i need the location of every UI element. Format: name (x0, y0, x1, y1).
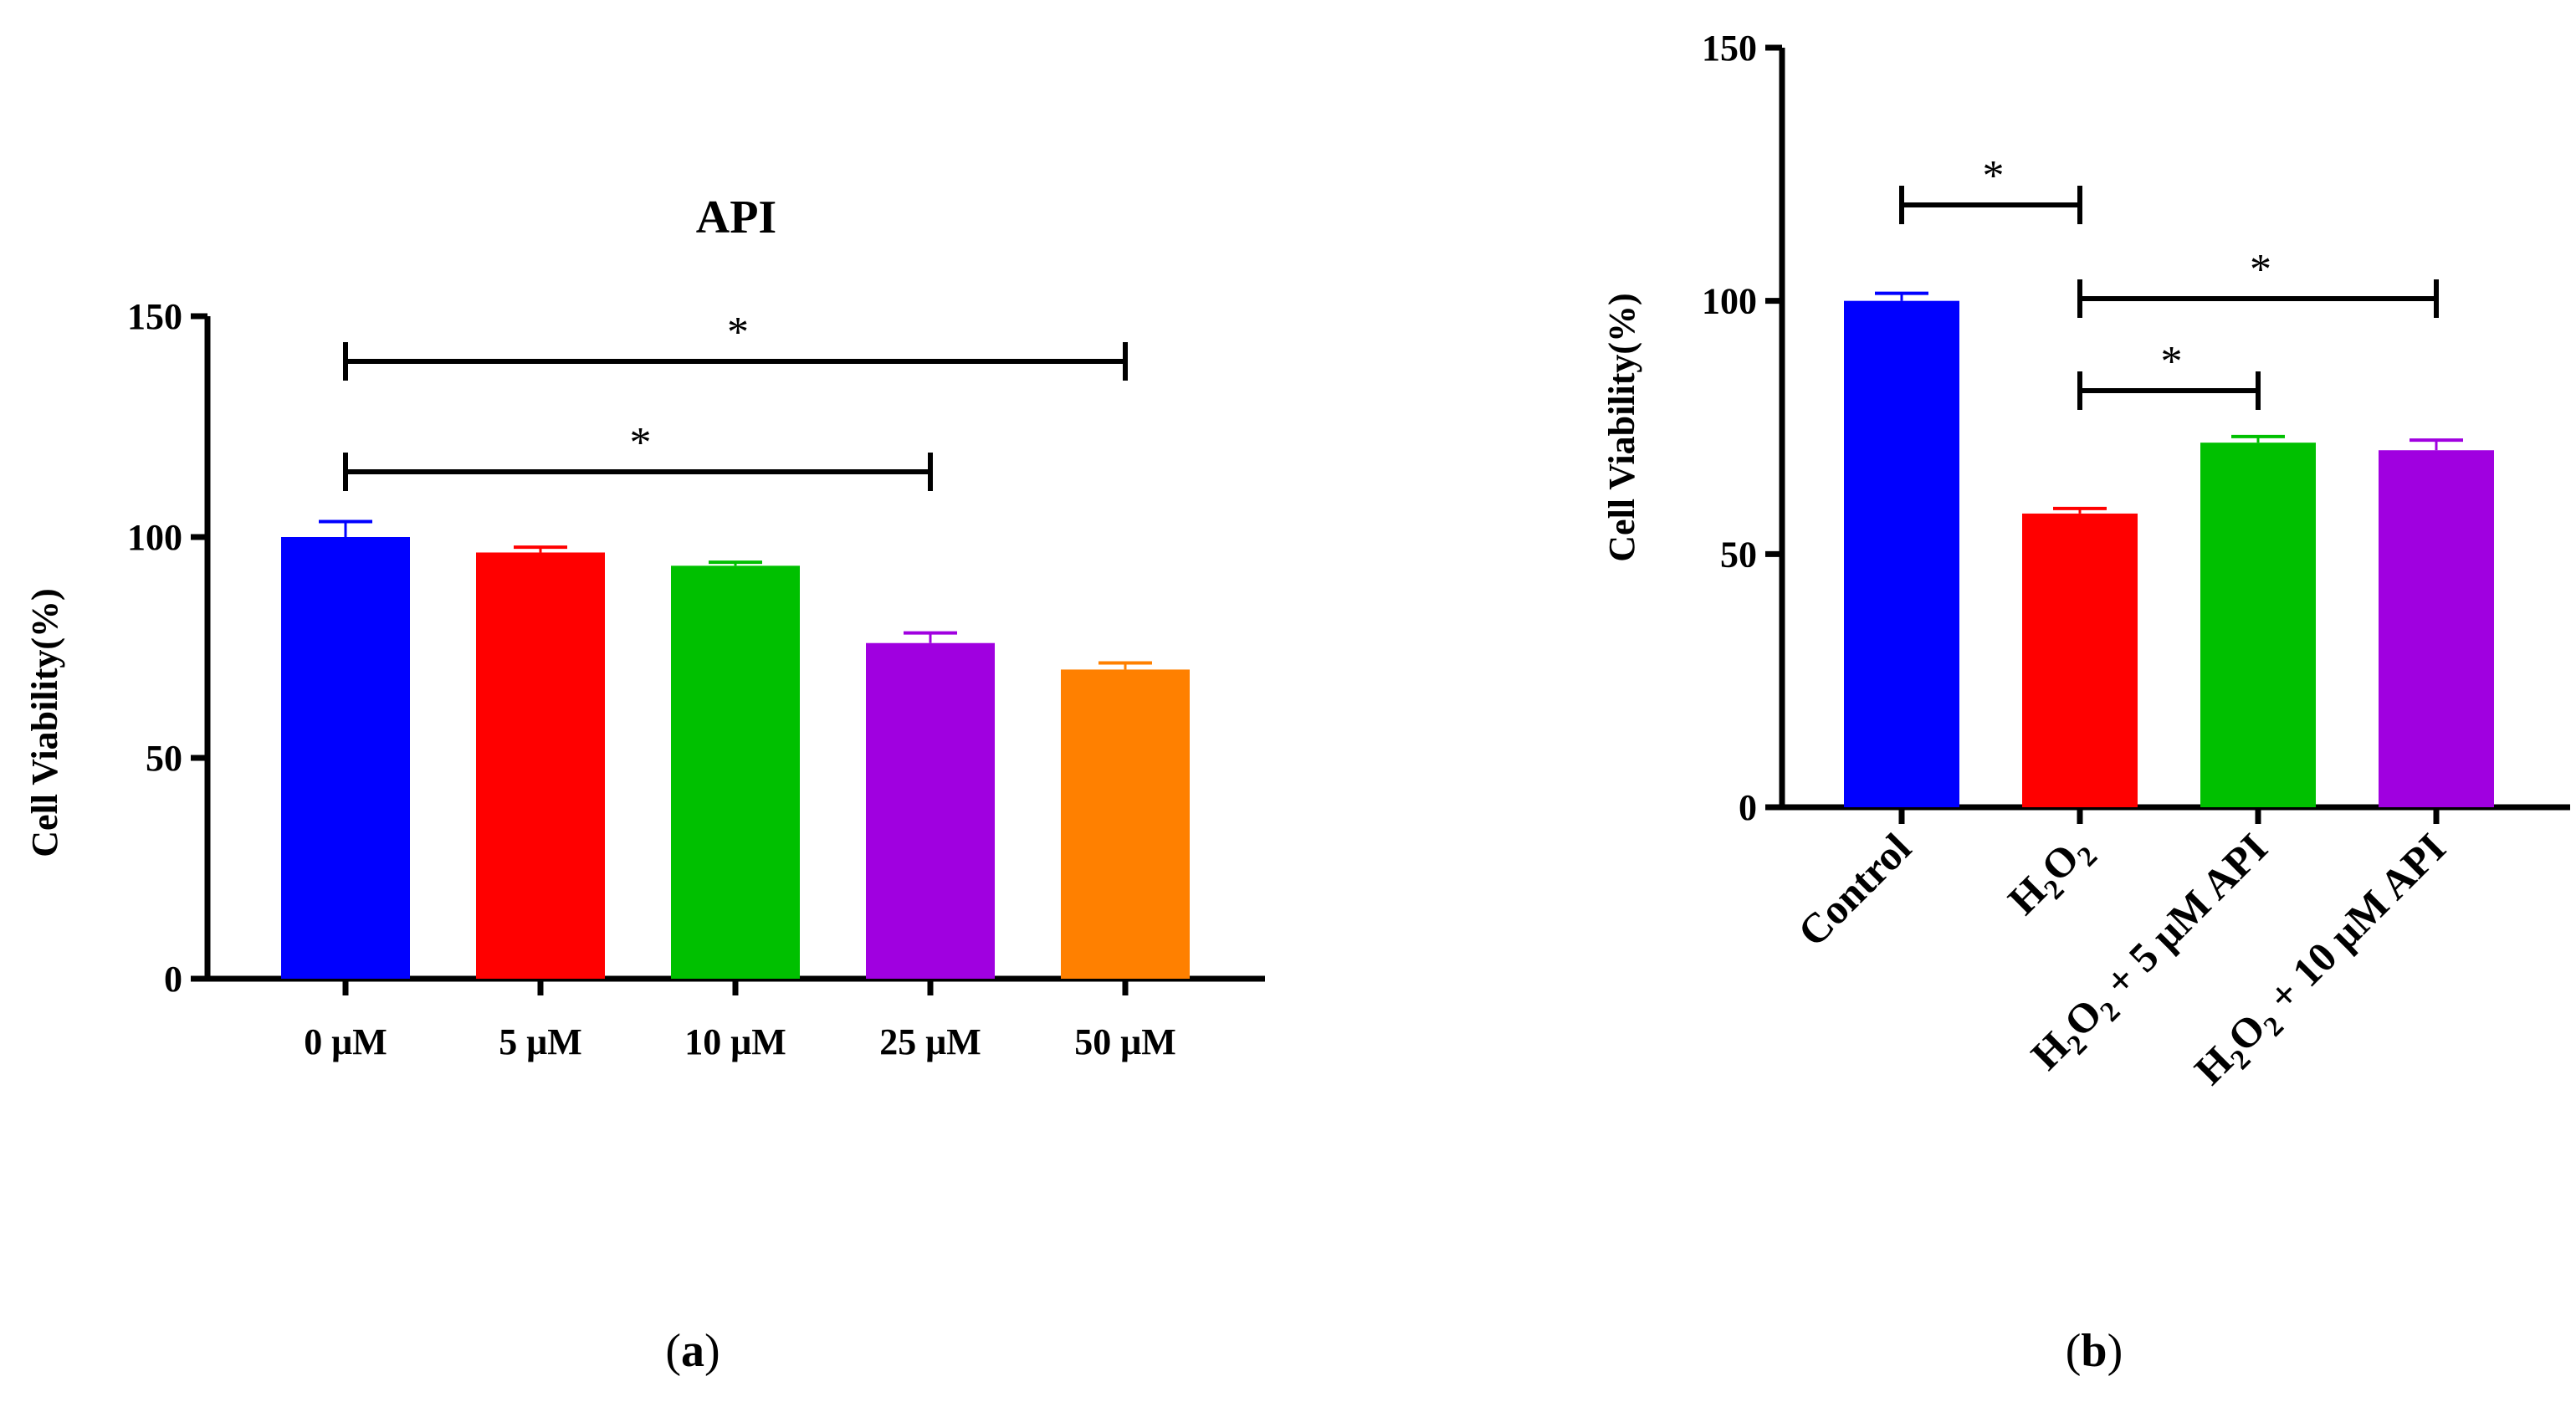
y-tick-label: 100 (127, 517, 182, 558)
bar (476, 552, 605, 979)
x-tick-label: 50 μM (1074, 1021, 1175, 1062)
y-tick-label: 150 (1702, 28, 1757, 69)
x-tick-label-part: Control (1789, 824, 1920, 955)
y-tick-label: 100 (1702, 281, 1757, 322)
bar (671, 565, 800, 979)
y-tick-label: 0 (1739, 787, 1757, 828)
y-tick-label: 0 (164, 959, 182, 1000)
significance-star: * (2250, 246, 2271, 294)
significance-star: * (630, 419, 652, 467)
y-tick-label: 150 (127, 296, 182, 337)
panel-label-b: (b) (2066, 1325, 2123, 1377)
bar (1844, 300, 1959, 808)
x-tick-label: 25 μM (879, 1021, 981, 1062)
y-tick-label: 50 (146, 738, 182, 779)
chart-title: API (696, 192, 776, 243)
y-tick-label: 50 (1720, 534, 1757, 575)
panel-a-chart: API 0 50 100 150 Cell Viability(%) 0 μM 5 μM 10 … (24, 192, 1265, 1062)
x-tick-label: Control (1789, 824, 1920, 955)
significance-star: * (1983, 152, 2005, 200)
y-axis-title: Cell Viability(%) (1601, 293, 1642, 561)
x-tick-label: 0 μM (304, 1021, 387, 1062)
bar (2200, 443, 2316, 807)
y-axis-title: Cell Viability(%) (24, 588, 65, 857)
bar (2379, 450, 2494, 807)
significance-star: * (2161, 338, 2183, 386)
x-tick-label: H2O2 (1999, 824, 2103, 929)
bar (281, 537, 410, 979)
bar (866, 642, 995, 979)
significance-star: * (727, 309, 749, 356)
x-tick-label: 5 μM (499, 1021, 581, 1062)
bar (2022, 513, 2138, 807)
bar (1061, 669, 1190, 979)
panel-label-a: (a) (665, 1325, 720, 1377)
x-tick-label-part: + 5 μM API (2088, 824, 2276, 1012)
x-tick-label-part: + 10 μM API (2251, 824, 2455, 1027)
x-tick-label: 10 μM (684, 1021, 786, 1062)
